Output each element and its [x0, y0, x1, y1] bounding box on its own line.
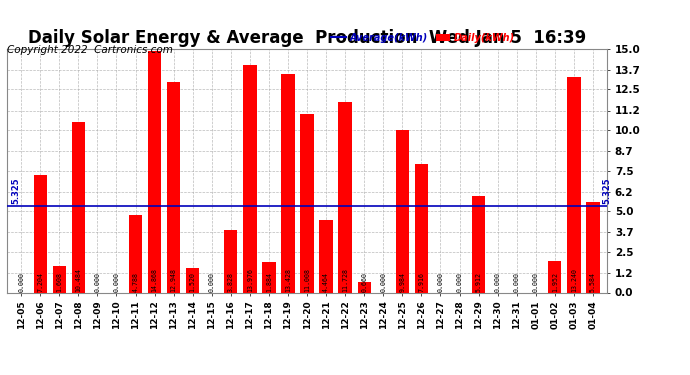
Text: 0.660: 0.660 [362, 272, 367, 292]
Text: 4.788: 4.788 [132, 272, 139, 292]
Title: Daily Solar Energy & Average  Production  Wed Jan 5  16:39: Daily Solar Energy & Average Production … [28, 29, 586, 47]
Text: 0.000: 0.000 [495, 272, 501, 292]
Text: 0.000: 0.000 [95, 272, 101, 292]
Text: 13.240: 13.240 [571, 268, 577, 292]
Text: 0.000: 0.000 [209, 272, 215, 292]
Text: 12.948: 12.948 [170, 268, 177, 292]
Bar [395, 130, 409, 292]
Bar [243, 65, 257, 292]
Text: 1.608: 1.608 [57, 272, 62, 292]
Text: 11.008: 11.008 [304, 268, 310, 292]
Bar [72, 122, 85, 292]
Text: 0.000: 0.000 [533, 272, 539, 292]
Bar [186, 268, 199, 292]
Text: 0.000: 0.000 [437, 272, 444, 292]
Bar [472, 196, 485, 292]
Bar [567, 77, 580, 292]
Text: 14.868: 14.868 [152, 268, 157, 292]
Text: 5.325: 5.325 [12, 177, 21, 204]
Text: 5.584: 5.584 [590, 272, 596, 292]
Bar [52, 266, 66, 292]
Text: 5.912: 5.912 [475, 272, 482, 292]
Text: Copyright 2022  Cartronics.com: Copyright 2022 Cartronics.com [7, 45, 172, 55]
Bar [300, 114, 314, 292]
Bar [415, 164, 428, 292]
Text: 0.000: 0.000 [18, 272, 24, 292]
Legend: Average(kWh), Daily(kWh): Average(kWh), Daily(kWh) [331, 33, 515, 43]
Text: 3.828: 3.828 [228, 272, 234, 292]
Bar [148, 51, 161, 292]
Text: 13.976: 13.976 [247, 268, 253, 292]
Text: 1.884: 1.884 [266, 272, 272, 292]
Text: 1.952: 1.952 [552, 272, 558, 292]
Bar [319, 220, 333, 292]
Text: 7.204: 7.204 [37, 272, 43, 292]
Text: 0.000: 0.000 [457, 272, 462, 292]
Text: 5.325: 5.325 [602, 177, 611, 204]
Bar [129, 215, 142, 292]
Text: 0.000: 0.000 [513, 272, 520, 292]
Bar [586, 202, 600, 292]
Bar [357, 282, 371, 292]
Bar [262, 262, 275, 292]
Bar [339, 102, 352, 292]
Text: 9.984: 9.984 [400, 272, 405, 292]
Text: 11.728: 11.728 [342, 268, 348, 292]
Text: 10.484: 10.484 [75, 268, 81, 292]
Bar [224, 230, 237, 292]
Text: 0.000: 0.000 [113, 272, 119, 292]
Text: 4.464: 4.464 [323, 272, 329, 292]
Text: 13.428: 13.428 [285, 268, 291, 292]
Text: 7.916: 7.916 [418, 272, 424, 292]
Text: 0.000: 0.000 [380, 272, 386, 292]
Bar [167, 82, 180, 292]
Bar [548, 261, 562, 292]
Bar [34, 176, 47, 292]
Bar [282, 74, 295, 292]
Text: 1.520: 1.520 [190, 272, 196, 292]
